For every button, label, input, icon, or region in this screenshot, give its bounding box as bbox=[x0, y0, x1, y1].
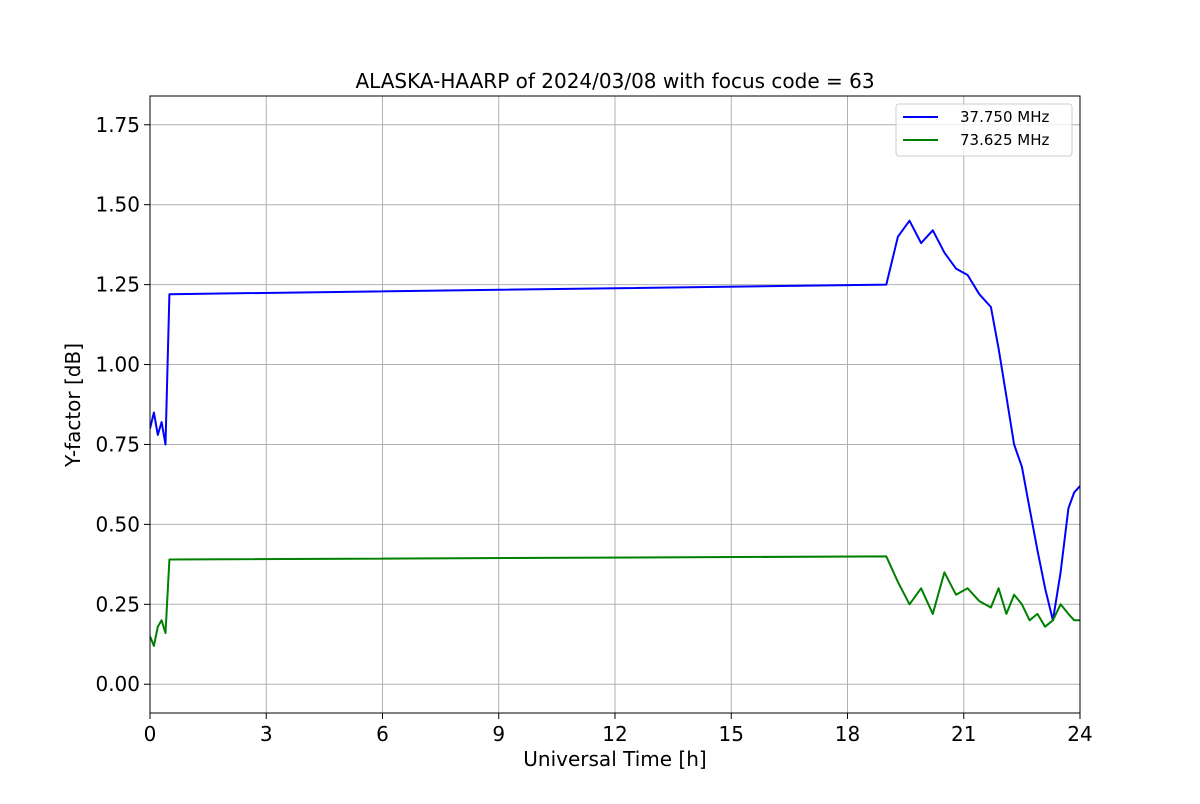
x-tick-label: 0 bbox=[144, 722, 157, 746]
legend-box bbox=[895, 103, 1073, 157]
series-line-37750 bbox=[150, 219, 1080, 622]
y-tick-label: 0.00 bbox=[95, 672, 140, 696]
x-tick-label: 21 bbox=[951, 722, 976, 746]
legend-label-73625: 73.625 MHz bbox=[960, 131, 1049, 149]
legend: 37.750 MHz 73.625 MHz bbox=[895, 103, 1073, 157]
x-tick-label: 12 bbox=[602, 722, 627, 746]
grid-layer bbox=[149, 96, 1081, 713]
x-tick-label: 3 bbox=[260, 722, 273, 746]
y-tick-label: 1.50 bbox=[95, 193, 140, 217]
x-tick-label: 24 bbox=[1067, 722, 1092, 746]
y-tick-label: 1.25 bbox=[95, 273, 140, 297]
x-axis-label: Universal Time [h] bbox=[523, 747, 706, 771]
x-tick-label: 6 bbox=[376, 722, 389, 746]
y-tick-label: 1.00 bbox=[95, 353, 140, 377]
x-tick-label: 15 bbox=[719, 722, 744, 746]
y-tick-label: 0.75 bbox=[95, 432, 140, 456]
y-tick-label: 0.25 bbox=[95, 592, 140, 616]
chart-title: ALASKA-HAARP of 2024/03/08 with focus co… bbox=[355, 69, 874, 93]
series-layer bbox=[150, 219, 1080, 647]
series-line-73625 bbox=[150, 555, 1080, 647]
y-tick-label: 1.75 bbox=[95, 113, 140, 137]
x-tick-label: 18 bbox=[835, 722, 860, 746]
legend-label-37750: 37.750 MHz bbox=[960, 108, 1049, 126]
x-tick-label: 9 bbox=[492, 722, 505, 746]
y-axis-label: Y-factor [dB] bbox=[61, 343, 85, 468]
y-tick-label: 0.50 bbox=[95, 512, 140, 536]
ticks-layer: 0 3 6 9 12 15 18 21 24 0.00 0.25 0.50 0.75 1.00 1.25 1.… bbox=[95, 113, 1092, 746]
